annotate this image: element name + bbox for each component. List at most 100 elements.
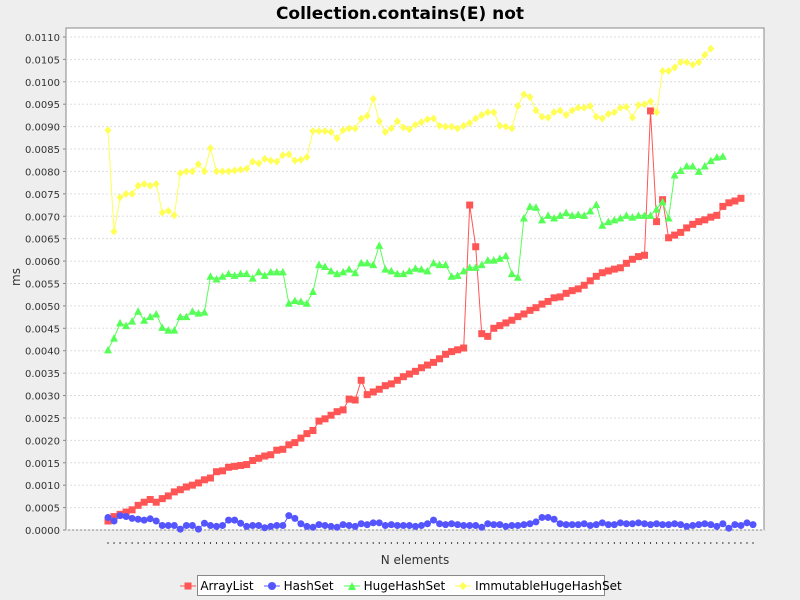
data-point <box>351 268 360 277</box>
data-point <box>249 157 257 166</box>
data-point <box>261 524 269 532</box>
data-point <box>580 520 588 528</box>
data-point <box>459 266 468 275</box>
data-point <box>399 123 407 132</box>
data-point <box>586 206 595 215</box>
data-point <box>225 167 233 176</box>
data-point <box>284 299 293 307</box>
y-tick-label: 0.0095 <box>25 100 60 111</box>
data-point <box>122 321 131 330</box>
data-point <box>731 521 739 529</box>
data-point <box>369 260 378 269</box>
data-point <box>532 106 540 115</box>
data-point <box>665 234 673 242</box>
data-point <box>544 211 553 219</box>
data-point <box>357 114 365 123</box>
legend-item-hugehashset: HugeHashSet <box>343 579 445 593</box>
data-point <box>182 522 190 530</box>
data-point <box>568 211 577 219</box>
y-tick-label: 0.0080 <box>25 167 60 178</box>
data-point <box>592 200 601 209</box>
data-point <box>647 521 655 529</box>
data-point <box>219 467 227 475</box>
data-point <box>671 520 679 528</box>
data-point <box>495 254 504 262</box>
data-point <box>550 108 558 117</box>
data-point <box>375 117 383 126</box>
data-point <box>430 358 438 366</box>
data-point <box>140 179 148 188</box>
series-arraylist <box>104 107 745 525</box>
data-point <box>134 181 142 190</box>
data-point <box>442 122 450 131</box>
data-point <box>640 520 648 528</box>
data-point <box>297 434 305 442</box>
data-point <box>634 101 642 110</box>
data-point <box>580 103 588 112</box>
data-point <box>315 521 323 529</box>
data-point <box>309 523 317 531</box>
data-point <box>677 58 685 67</box>
data-point <box>387 124 395 133</box>
data-point <box>140 316 149 324</box>
data-point <box>321 262 330 270</box>
data-point <box>701 50 709 59</box>
data-point <box>640 100 648 109</box>
data-point <box>194 160 202 169</box>
data-point <box>454 346 462 354</box>
data-point <box>496 322 504 330</box>
data-point <box>170 522 178 530</box>
data-point <box>574 521 582 529</box>
data-point <box>664 214 673 222</box>
data-point <box>725 524 733 532</box>
data-point <box>707 44 715 53</box>
data-point <box>460 121 468 130</box>
data-point <box>339 126 347 135</box>
data-point <box>484 108 492 117</box>
data-point <box>237 165 245 174</box>
data-point <box>134 515 142 523</box>
data-point <box>134 501 142 509</box>
data-point <box>122 189 130 198</box>
data-point <box>538 112 546 121</box>
data-point <box>158 495 166 503</box>
data-point <box>327 522 335 530</box>
data-point <box>243 522 251 530</box>
data-point <box>436 520 444 528</box>
x-axis <box>107 542 754 544</box>
data-point <box>616 264 624 272</box>
data-point <box>249 522 257 530</box>
data-point <box>417 522 425 530</box>
data-point <box>128 317 137 325</box>
y-tick-label: 0.0100 <box>25 78 60 89</box>
data-point <box>296 297 305 305</box>
data-point <box>357 376 365 384</box>
data-point <box>255 159 263 168</box>
data-point <box>249 457 257 465</box>
data-point <box>314 260 323 269</box>
data-point <box>158 522 166 530</box>
data-point <box>550 515 558 523</box>
data-point <box>122 513 130 521</box>
data-point <box>586 101 594 110</box>
data-point <box>243 461 251 469</box>
series-hashset <box>104 512 757 533</box>
data-point <box>701 520 709 528</box>
legend-label-immutablehugehashset: ImmutableHugeHashSet <box>475 578 622 593</box>
data-point <box>369 94 377 103</box>
data-point <box>309 426 317 434</box>
data-point <box>712 153 721 161</box>
data-point <box>291 514 299 522</box>
y-tick-label: 0.0105 <box>25 55 60 66</box>
data-point <box>140 498 148 506</box>
data-point <box>448 122 456 131</box>
data-point <box>417 265 426 273</box>
data-point <box>562 110 570 119</box>
data-point <box>514 522 522 530</box>
data-point <box>230 271 239 279</box>
data-point <box>586 522 594 530</box>
data-point <box>266 267 275 276</box>
data-point <box>237 461 245 469</box>
data-point <box>164 522 172 530</box>
data-point <box>610 521 618 529</box>
